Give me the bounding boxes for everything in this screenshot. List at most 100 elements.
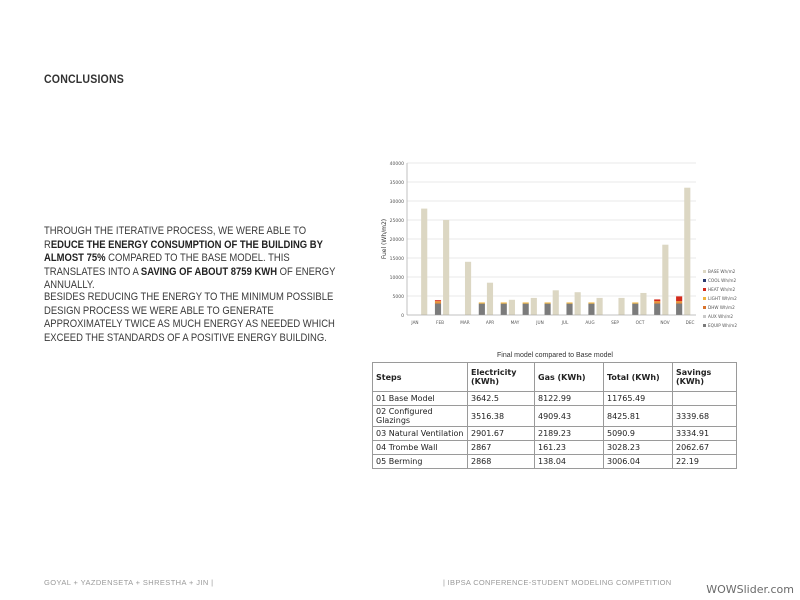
base-bar [640, 292, 647, 315]
stacked-bar-segment [654, 299, 661, 302]
legend-swatch [703, 324, 706, 327]
stacked-bar-segment [676, 303, 683, 315]
chart-caption: Final model compared to Base model [497, 352, 613, 359]
x-tick-label: FEB [436, 320, 444, 325]
x-tick-label: MAY [511, 320, 520, 325]
cell-electricity: 3642.5 [467, 391, 535, 406]
stacked-bar-segment [434, 301, 442, 303]
cell-total: 3006.04 [603, 454, 673, 469]
legend-swatch [703, 270, 706, 273]
x-tick-label: APR [486, 320, 494, 325]
stacked-bar-segment [676, 301, 683, 303]
paragraph-text: OF ENERGY ANNUALLY. [44, 265, 336, 292]
cell-step: 03 Natural Ventilation [372, 426, 468, 441]
legend-label: AUX Wh/m2 [708, 314, 733, 319]
cell-gas: 161.23 [534, 440, 604, 455]
cell-electricity: 3516.38 [467, 405, 535, 427]
header-savings: Savings (KWh) [672, 362, 737, 392]
x-tick-label: SEP [611, 320, 619, 325]
results-table: Steps Electricity (KWh) Gas (KWh) Total … [372, 362, 737, 469]
cell-step: 05 Berming [372, 454, 468, 469]
base-bar [574, 292, 581, 315]
base-bar [662, 244, 669, 315]
table-header-row: Steps Electricity (KWh) Gas (KWh) Total … [372, 362, 737, 392]
y-tick-label: 15000 [390, 256, 404, 262]
y-tick-label: 10000 [390, 275, 404, 281]
cell-savings: 3334.91 [672, 426, 737, 441]
footer-authors: GOYAL + YAZDENSETA + SHRESTHA + JIN | [44, 578, 214, 587]
x-tick-label: JUL [561, 320, 569, 325]
stacked-bar-segment [676, 302, 683, 304]
section-heading: CONCLUSIONS [44, 72, 124, 86]
header-total: Total (KWh) [603, 362, 673, 392]
x-tick-label: DEC [686, 320, 695, 325]
legend-label: LIGHT Wh/m2 [708, 296, 737, 301]
cell-total: 3028.23 [603, 440, 673, 455]
stacked-bar-segment [434, 302, 442, 304]
conclusion-paragraph-2: BESIDES REDUCING THE ENERGY TO THE MINIM… [44, 291, 335, 344]
stacked-bar-segment [632, 302, 639, 304]
watermark-logo: WOWSlider.com [706, 583, 794, 596]
stacked-bar-segment [632, 303, 639, 315]
y-tick-label: 30000 [390, 199, 404, 205]
y-tick-label: 35000 [390, 180, 404, 186]
legend-swatch [703, 306, 706, 309]
cell-total: 5090.9 [603, 426, 673, 441]
table-row: 02 Configured Glazings 3516.38 4909.43 8… [372, 405, 737, 427]
stacked-bar-segment [522, 303, 529, 315]
legend-swatch [703, 297, 706, 300]
base-bar [596, 297, 603, 315]
legend-label: DHW Wh/m2 [708, 305, 735, 310]
legend-label: COOL Wh/m2 [708, 278, 736, 283]
cell-step: 01 Base Model [372, 391, 468, 406]
stacked-bar-segment [566, 302, 573, 304]
emphasis-text: SAVING OF ABOUT 8759 KWH [140, 265, 278, 278]
cell-electricity: 2901.67 [467, 426, 535, 441]
stacked-bar-segment [434, 300, 442, 302]
cell-step: 02 Configured Glazings [372, 405, 468, 427]
base-bar [421, 208, 428, 315]
stacked-bar-segment [654, 302, 661, 304]
cell-electricity: 2868 [467, 454, 535, 469]
stacked-bar-segment [588, 303, 595, 315]
legend-label: BASE Wh/m2 [708, 269, 736, 274]
paragraph-text: THROUGH THE ITERATIVE PROCESS, WE WERE A… [44, 225, 307, 251]
base-bar [618, 297, 625, 315]
cell-savings [672, 391, 737, 406]
table-row: 03 Natural Ventilation 2901.67 2189.23 5… [372, 426, 737, 441]
emphasis-text: EDUCE THE ENERGY CONSUMPTION OF THE BUIL… [44, 238, 323, 265]
footer-conference: | IBPSA CONFERENCE-STUDENT MODELING COMP… [443, 578, 672, 587]
y-tick-label: 5000 [393, 294, 405, 300]
stacked-bar-segment [478, 302, 485, 304]
stacked-bar-segment [500, 303, 507, 315]
x-tick-label: MAR [460, 320, 469, 325]
cell-total: 8425.81 [603, 405, 673, 427]
table-row: 04 Trombe Wall 2867 161.23 3028.23 2062.… [372, 440, 737, 455]
stacked-bar-segment [544, 302, 551, 304]
cell-savings: 2062.67 [672, 440, 737, 455]
monthly-fuel-chart: 0 5000 10000 15000 20000 25000 30000 35000 40000… [381, 161, 737, 328]
table-row: 05 Berming 2868 138.04 3006.04 22.19 [372, 454, 737, 469]
cell-gas: 4909.43 [534, 405, 604, 427]
cell-savings: 3339.68 [672, 405, 737, 427]
base-bar [464, 261, 472, 315]
stacked-bar-segment [588, 302, 595, 304]
x-tick-label: JAN [410, 320, 418, 325]
chart-legend: BASE Wh/m2 COOL Wh/m2 HEAT Wh/m2 LIGHT Wh/m… [703, 269, 737, 328]
y-tick-label: 40000 [390, 161, 404, 167]
y-tick-label: 20000 [390, 237, 404, 243]
legend-label: HEAT Wh/m2 [708, 287, 736, 292]
x-tick-label: NOV [660, 320, 669, 325]
base-bar [508, 299, 515, 315]
chart-bars [421, 187, 691, 315]
legend-label: EQUIP Wh/m2 [708, 323, 737, 328]
cell-savings: 22.19 [672, 454, 737, 469]
stacked-bar-segment [654, 301, 661, 303]
conclusion-paragraph-1: THROUGH THE ITERATIVE PROCESS, WE WERE A… [44, 225, 336, 293]
cell-electricity: 2867 [467, 440, 535, 455]
y-axis-label: Fuel (Wh/m2) [381, 219, 388, 259]
base-bar [684, 187, 691, 315]
stacked-bar-segment [654, 303, 661, 315]
base-bar [443, 220, 450, 315]
base-bar [486, 282, 494, 315]
